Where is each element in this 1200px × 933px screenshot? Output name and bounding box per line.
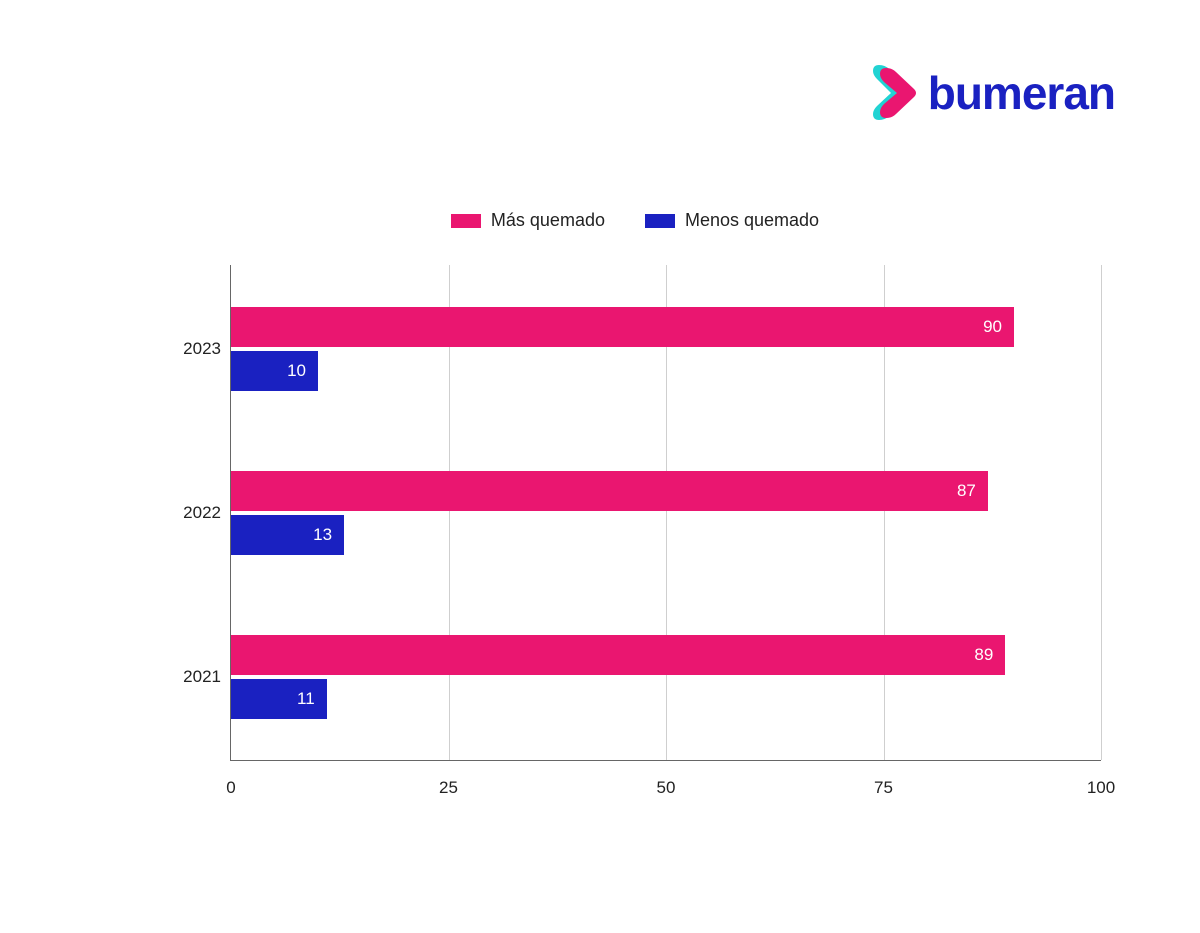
chart-plot-area: 0255075100901020238713202289112021 [230, 265, 1101, 761]
chart-bar: 89 [231, 635, 1005, 675]
chart-gridline [1101, 265, 1102, 760]
chart-bar-value: 90 [983, 317, 1002, 337]
x-axis-tick: 0 [226, 778, 235, 798]
chart-bar: 10 [231, 351, 318, 391]
brand-name: bumeran [928, 66, 1115, 120]
chart-bar: 90 [231, 307, 1014, 347]
legend-item-mas-quemado: Más quemado [451, 210, 605, 231]
y-axis-tick: 2023 [171, 339, 221, 359]
x-axis-tick: 75 [874, 778, 893, 798]
legend-label: Menos quemado [685, 210, 819, 231]
legend-swatch-icon [645, 214, 675, 228]
chart-bar-value: 87 [957, 481, 976, 501]
legend-item-menos-quemado: Menos quemado [645, 210, 819, 231]
y-axis-tick: 2021 [171, 667, 221, 687]
chart-bar-value: 13 [313, 525, 332, 545]
chart-bar-value: 89 [974, 645, 993, 665]
brand-logo: bumeran [872, 65, 1115, 120]
legend-swatch-icon [451, 214, 481, 228]
chart-bar-group: 90 10 [231, 307, 1101, 391]
chart-bar: 13 [231, 515, 344, 555]
chart-bar-group: 89 11 [231, 635, 1101, 719]
chart-legend: Más quemado Menos quemado [150, 210, 1120, 231]
chart-bar: 87 [231, 471, 988, 511]
chart-bar-value: 10 [287, 361, 306, 381]
legend-label: Más quemado [491, 210, 605, 231]
x-axis-tick: 25 [439, 778, 458, 798]
y-axis-tick: 2022 [171, 503, 221, 523]
chart-bar-value: 11 [297, 689, 315, 709]
x-axis-tick: 100 [1087, 778, 1115, 798]
burnout-chart: Más quemado Menos quemado 0 25 50 75 100 90 10… [150, 210, 1120, 850]
x-axis-tick: 50 [657, 778, 676, 798]
chart-bar-group: 87 13 [231, 471, 1101, 555]
chevron-front-icon [880, 68, 916, 118]
chart-bar: 11 [231, 679, 327, 719]
brand-chevron-icon [872, 65, 922, 120]
